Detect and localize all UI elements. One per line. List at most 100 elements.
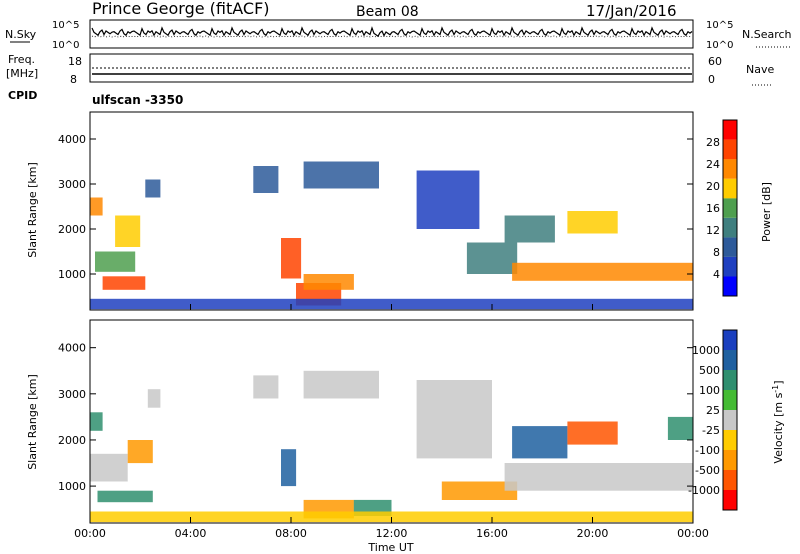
power-x-ticks [89,304,694,310]
heatmap-cell [90,511,693,523]
heatmap-cell [127,440,153,464]
colorbar-swatch [723,159,737,179]
y-tick-label: 3000 [58,178,86,191]
velocity-y-ticks: 1000 2000 3000 4000 [58,342,693,493]
y-tick-label: 3000 [58,388,86,401]
heatmap-cell [95,251,136,272]
x-tick-label: 08:00 [275,527,307,540]
power-ylabel: Slant Range [km] [26,162,39,258]
nave-tick-high: 60 [708,55,722,68]
heatmap-cell [466,242,518,274]
heatmap-cell [303,370,379,399]
heatmap-cell [512,426,568,459]
y-tick-label: 2000 [58,223,86,236]
colorbar-swatch [723,276,737,296]
velocity-colorbar-label: Velocity [m s-1] [771,380,785,463]
cpid-label: CPID [8,89,37,102]
velocity-colorbar: 1000 500 100 25 -25 -100 -500 -1000 Velocity [m… [688,329,785,511]
colorbar-tick-label: 8 [713,246,720,259]
sky-noise-panel: N.Sky 10^5 10^0 N.Search 10^5 10^0 [5,19,792,51]
colorbar-tick-label: 4 [713,268,720,281]
y-tick-label: 4000 [58,342,86,355]
power-y-ticks: 1000 2000 3000 4000 [58,133,693,281]
colorbar-swatch [723,217,737,238]
nave-label: Nave [746,63,774,76]
colorbar-tick-label: 25 [706,404,720,417]
beam-label: Beam 08 [356,4,419,20]
x-axis-tick-labels: 00:00 04:00 08:00 12:00 16:00 20:00 00:00 [74,527,709,540]
x-tick-label: 00:00 [74,527,106,540]
heatmap-cell [567,421,618,445]
y-tick-label: 1000 [58,268,86,281]
sky-right-label: N.Search [742,28,792,41]
sky-left-tick-low: 10^0 [52,40,79,51]
colorbar-tick-label: 500 [699,364,720,377]
colorbar-tick-label: 20 [706,180,720,193]
velocity-ylabel: Slant Range [km] [26,374,39,470]
colorbar-swatch [723,450,737,470]
y-tick-label: 4000 [58,133,86,146]
y-tick-label: 1000 [58,480,86,493]
heatmap-cell [504,463,693,491]
colorbar-tick-label: 1000 [692,344,720,357]
sky-noise-trace [91,26,693,38]
x-axis-title: Time UT [367,541,413,554]
freq-tick-high: 18 [68,55,82,68]
colorbar-tick-label: 28 [706,136,720,149]
freq-label-line2: [MHz] [6,67,38,80]
colorbar-swatch [723,139,737,160]
sky-left-tick-high: 10^5 [52,20,79,31]
colorbar-swatch [723,256,737,277]
freq-panel: Freq. [MHz] 18 8 Nave 60 0 [6,53,774,86]
heatmap-cell [303,274,354,290]
colorbar-swatch [723,350,737,370]
heatmap-cell [504,215,555,243]
power-panel: Slant Range [km] 1000 2000 3000 4000 [26,111,694,311]
x-tick-label: 16:00 [476,527,508,540]
heatmap-cell [90,412,103,431]
colorbar-tick-label: 100 [699,384,720,397]
colorbar-swatch [723,410,737,430]
power-data-layer [90,161,693,310]
cpid-value: ulfscan -3350 [92,93,183,107]
y-tick-label: 2000 [58,434,86,447]
date-label: 17/Jan/2016 [586,2,677,20]
colorbar-tick-label: -100 [695,444,720,457]
heatmap-cell [281,449,297,487]
colorbar-swatch [723,430,737,450]
heatmap-cell [281,238,302,279]
heatmap-cell [667,416,693,440]
colorbar-tick-label: -25 [702,424,720,437]
heatmap-cell [567,211,618,234]
sky-left-label: N.Sky [5,28,37,41]
heatmap-cell [416,170,480,229]
heatmap-cell [97,490,153,503]
x-tick-label: 04:00 [175,527,207,540]
sky-right-tick-low: 10^0 [706,40,733,51]
colorbar-swatch [723,490,737,510]
heatmap-cell [102,276,146,290]
colorbar-tick-label: 16 [706,202,720,215]
x-tick-label: 20:00 [577,527,609,540]
freq-tick-low: 8 [70,73,77,86]
x-tick-label: 12:00 [376,527,408,540]
velocity-panel: Slant Range [km] 1000 2000 3000 4000 [26,319,694,524]
freq-label-line1: Freq. [8,53,35,66]
colorbar-tick-label: -500 [695,464,720,477]
heatmap-cell [253,375,279,399]
colorbar-swatch [723,198,737,218]
station-title: Prince George (fitACF) [92,0,270,18]
heatmap-cell [90,453,128,482]
heatmap-cell [145,179,161,198]
nave-tick-low: 0 [708,73,715,86]
power-colorbar-label: Power [dB] [760,182,773,242]
colorbar-swatch [723,237,737,257]
colorbar-tick-label: -1000 [688,484,720,497]
velocity-x-ticks [89,517,694,523]
x-tick-label: 00:00 [677,527,709,540]
colorbar-swatch [723,390,737,410]
heatmap-cell [115,215,141,247]
colorbar-swatch [723,470,737,490]
sky-right-tick-high: 10^5 [706,20,733,31]
heatmap-cell [303,161,379,189]
